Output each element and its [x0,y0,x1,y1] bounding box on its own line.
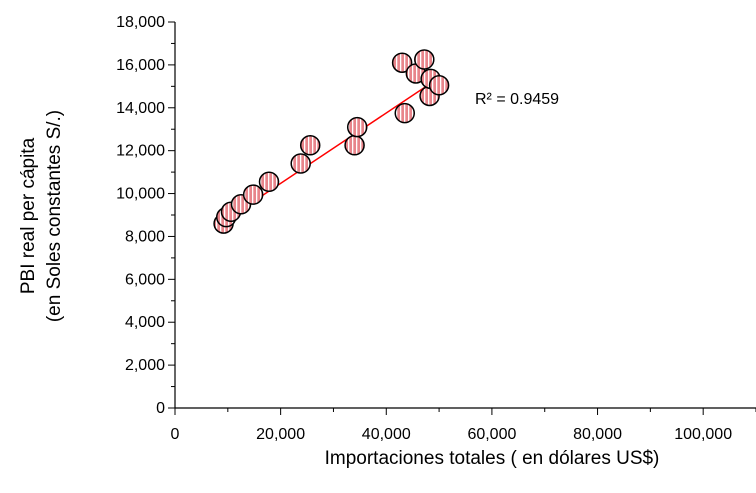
x-tick-label: 80,000 [573,426,622,443]
y-tick-label: 0 [156,400,165,417]
y-tick-label: 6,000 [125,271,165,288]
data-point [299,135,321,156]
x-tick-label: 0 [171,426,180,443]
y-tick-label: 10,000 [116,186,165,203]
y-axis-label-line-1: PBI real per cápita [18,137,39,294]
data-point [242,184,264,205]
data-point [258,171,280,193]
r-squared-label: R² = 0.9459 [475,91,559,108]
y-tick-label: 4,000 [125,314,165,331]
y-tick-label: 12,000 [116,143,165,160]
y-axis-label-line-2: (en Soles constantes S/.) [44,110,65,322]
data-point [346,116,368,138]
data-points [213,49,450,234]
y-tick-label: 2,000 [125,357,165,374]
data-point [414,49,435,70]
data-point [391,52,413,73]
axes [168,21,756,415]
x-tick-label: 60,000 [467,426,516,443]
y-tick-label: 18,000 [116,14,165,31]
tick-labels: 0 2,000 4,000 6,000 8,000 10,000 12,000 14,000 1… [116,14,732,443]
x-tick-label: 20,000 [256,426,305,443]
data-point [344,135,365,156]
x-tick-label: 100,000 [674,426,732,443]
data-point [290,153,311,174]
y-tick-label: 14,000 [116,100,165,117]
y-tick-label: 16,000 [116,57,165,74]
data-point [394,102,416,124]
y-tick-label: 8,000 [125,228,165,245]
data-point [428,75,450,96]
x-axis-label: Importaciones totales ( en dólares US$) [325,448,660,469]
x-tick-label: 40,000 [362,426,411,443]
